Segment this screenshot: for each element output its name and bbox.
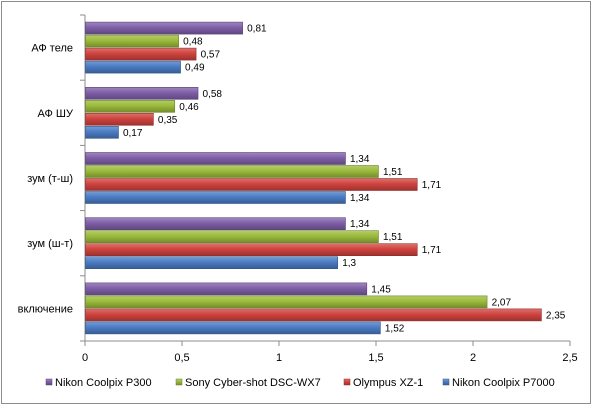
data-label: 1,45	[371, 284, 391, 295]
legend-label: Nikon Coolpix P300	[55, 377, 152, 389]
bar	[85, 256, 338, 269]
bar	[85, 126, 119, 139]
bar	[85, 34, 179, 48]
x-tick-label: 0	[82, 352, 88, 364]
bar	[85, 217, 346, 230]
bar	[85, 295, 488, 309]
x-tick-label: 0,5	[174, 352, 189, 364]
data-label: 0,35	[158, 115, 178, 126]
data-label: 0,58	[203, 89, 223, 100]
data-label: 1,51	[383, 167, 403, 178]
bar	[85, 87, 199, 100]
data-label: 0,81	[247, 24, 267, 35]
category-label: АФ теле	[31, 43, 73, 55]
bar	[85, 308, 542, 322]
data-label: 1,34	[350, 219, 370, 230]
category-label: АФ ШУ	[38, 108, 74, 120]
bar	[85, 100, 176, 113]
legend-swatch	[45, 378, 53, 386]
bar	[85, 21, 243, 35]
data-label: 2,35	[546, 310, 566, 321]
bar	[85, 178, 418, 191]
bar	[85, 47, 197, 61]
bar	[85, 230, 379, 243]
data-label: 0,57	[201, 50, 221, 61]
category-label: зум (ш-т)	[27, 238, 73, 250]
legend-swatch	[442, 378, 450, 386]
bar	[85, 60, 181, 74]
data-label: 1,51	[383, 232, 403, 243]
data-label: 1,3	[342, 258, 356, 269]
data-label: 1,52	[385, 323, 405, 334]
bar	[85, 282, 368, 296]
bar	[85, 113, 154, 126]
legend-swatch	[175, 378, 183, 386]
data-label: 0,17	[123, 128, 143, 139]
bar	[85, 152, 346, 165]
legend-swatch	[343, 378, 351, 386]
x-tick-label: 1,5	[368, 352, 383, 364]
x-tick-label: 2,5	[562, 352, 577, 364]
data-label: 1,34	[350, 193, 370, 204]
x-tick-label: 2	[470, 352, 476, 364]
legend-label: Olympus XZ-1	[353, 377, 423, 389]
legend-label: Sony Cyber-shot DSC-WX7	[185, 377, 321, 389]
bar	[85, 191, 346, 204]
bar	[85, 243, 418, 256]
bar	[85, 321, 381, 335]
data-label: 1,34	[350, 154, 370, 165]
legend-label: Nikon Coolpix P7000	[452, 377, 555, 389]
category-label: включение	[18, 303, 73, 315]
data-label: 0,48	[183, 37, 203, 48]
data-label: 1,71	[422, 180, 442, 191]
bar	[85, 165, 379, 178]
category-label: зум (т-ш)	[27, 173, 73, 185]
data-label: 1,71	[422, 245, 442, 256]
data-label: 0,46	[179, 102, 199, 113]
data-label: 2,07	[492, 297, 512, 308]
data-label: 0,49	[185, 63, 205, 74]
x-tick-label: 1	[276, 352, 282, 364]
